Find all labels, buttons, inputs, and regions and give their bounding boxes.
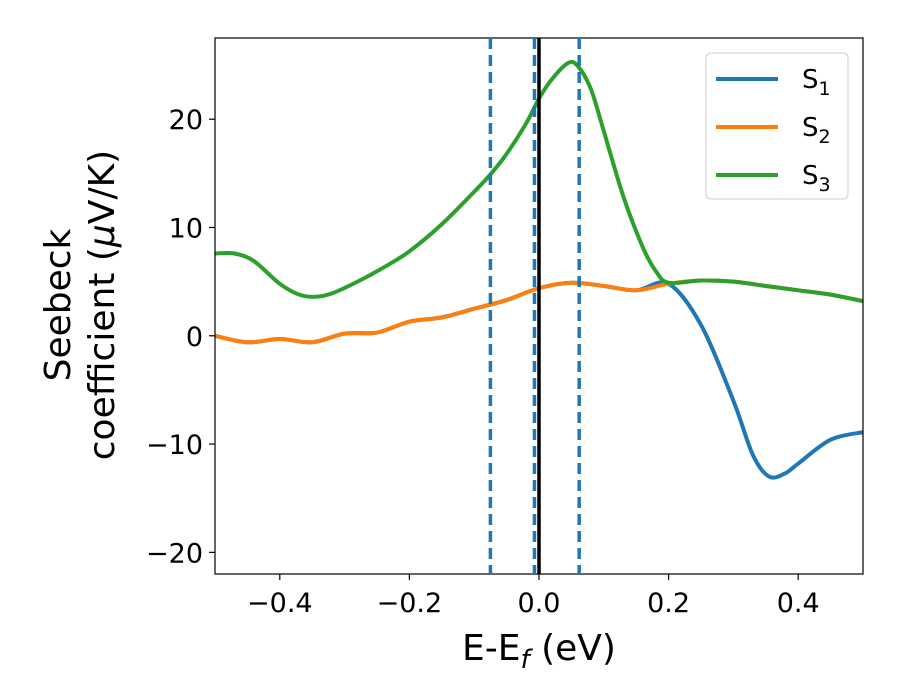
y-tick-label: −10 bbox=[146, 430, 203, 461]
y-axis: −20 −10 0 10 20 bbox=[146, 105, 215, 569]
y-axis-label-pre: coefficient ( bbox=[82, 247, 123, 460]
y-tick-label: 0 bbox=[186, 322, 203, 353]
y-tick-label: 20 bbox=[169, 105, 203, 136]
x-tick-label: −0.2 bbox=[377, 588, 443, 619]
y-axis-label-post: V/K) bbox=[82, 150, 123, 224]
x-axis-label: E-Ef (eV) bbox=[462, 628, 616, 675]
y-axis-label-mu: μ bbox=[82, 224, 123, 248]
reference-lines bbox=[488, 38, 581, 574]
y-axis-label: Seebeck coefficient (μV/K) bbox=[38, 150, 123, 460]
x-tick-label: 0.0 bbox=[518, 588, 561, 619]
x-axis-label-tail: (eV) bbox=[530, 628, 616, 669]
y-tick-label: −20 bbox=[146, 538, 203, 569]
x-tick-label: −0.4 bbox=[247, 588, 313, 619]
x-tick-label: 0.2 bbox=[647, 588, 690, 619]
x-axis: −0.4 −0.2 0.0 0.2 0.4 bbox=[247, 574, 820, 619]
x-tick-label: 0.4 bbox=[777, 588, 820, 619]
y-axis-label-line1: Seebeck bbox=[38, 228, 79, 381]
legend-label-s3: S3 bbox=[802, 161, 831, 196]
legend-label-s1: S1 bbox=[802, 65, 831, 100]
y-tick-label: 10 bbox=[169, 213, 203, 244]
x-axis-label-main: E-E bbox=[462, 628, 520, 669]
y-axis-label-line2: coefficient (μV/K) bbox=[82, 150, 123, 460]
legend: S1 S2 S3 bbox=[705, 52, 849, 200]
legend-label-s2: S2 bbox=[802, 113, 831, 148]
